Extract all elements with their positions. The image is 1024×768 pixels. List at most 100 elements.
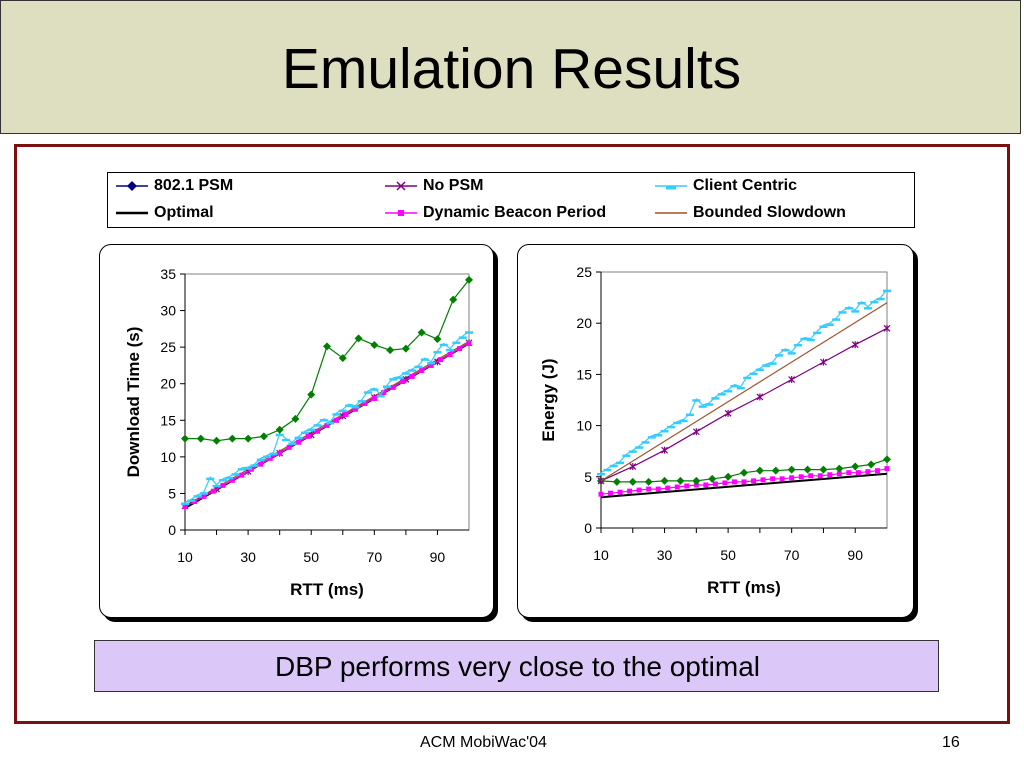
point-dynamic-beacon-period (827, 472, 833, 478)
download-time-chart: 0 5 10 15 20 25 30 35 10 30 50 70 90 RTT (ms) Download… (124, 266, 473, 599)
y-axis-title: Download Time (s) (124, 327, 143, 478)
point-no-psm (756, 393, 764, 401)
x-tick-label: 30 (240, 549, 256, 565)
y-tick-label: 10 (576, 418, 592, 434)
point-dynamic-beacon-period (438, 357, 444, 363)
point-dynamic-beacon-period (760, 477, 766, 483)
point-802-1-psm (291, 414, 300, 423)
point-802-1-psm (338, 354, 347, 363)
point-no-psm (629, 463, 637, 471)
point-no-psm (692, 428, 700, 436)
point-no-psm (820, 358, 827, 366)
point-dynamic-beacon-period (409, 373, 415, 379)
point-dynamic-beacon-period (722, 480, 728, 486)
point-dynamic-beacon-period (466, 340, 472, 346)
legend-label-bounded-slowdown: Bounded Slowdown (693, 204, 846, 221)
y-tick-label: 0 (168, 522, 176, 538)
point-802-1-psm (196, 434, 205, 443)
point-802-1-psm (835, 464, 844, 473)
point-dynamic-beacon-period (779, 476, 785, 482)
point-dynamic-beacon-period (286, 444, 292, 450)
y-tick-label: 25 (576, 264, 592, 280)
legend-swatch-client-centric (655, 185, 687, 190)
x-tick-label: 90 (430, 549, 446, 565)
legend-label-dbp: Dynamic Beacon Period (423, 204, 607, 221)
chart-legend: 802.1 PSM No PSM Client Centric Optimal … (107, 172, 915, 228)
caption-box: DBP performs very close to the optimal (94, 640, 939, 692)
point-dynamic-beacon-period (855, 470, 861, 476)
axes: 0 5 10 15 20 25 10 30 50 70 90 (576, 264, 888, 563)
point-no-psm (883, 324, 891, 332)
point-802-1-psm (370, 340, 379, 349)
point-dynamic-beacon-period (352, 406, 358, 412)
point-dynamic-beacon-period (636, 487, 642, 493)
point-dynamic-beacon-period (210, 488, 216, 494)
x-tick-label: 90 (847, 547, 863, 563)
x-tick-label: 70 (784, 547, 800, 563)
point-dynamic-beacon-period (665, 485, 671, 491)
point-dynamic-beacon-period (182, 504, 188, 510)
download-time-chart-panel: 0 5 10 15 20 25 30 35 10 30 50 70 90 RTT (ms) Download… (99, 244, 494, 618)
x-tick-label: 10 (593, 547, 609, 563)
point-dynamic-beacon-period (239, 472, 245, 478)
point-802-1-psm (433, 335, 442, 344)
series-dynamic-beacon-period (598, 466, 890, 497)
point-802-1-psm (449, 295, 458, 304)
footer-conference: ACM MobiWac'04 (420, 734, 547, 751)
y-tick-label: 30 (160, 303, 176, 319)
point-802-1-psm (851, 462, 860, 471)
point-dynamic-beacon-period (400, 379, 406, 385)
point-802-1-psm (228, 434, 237, 443)
legend-label-client-centric: Client Centric (693, 177, 798, 194)
point-802-1-psm (676, 476, 685, 485)
point-802-1-psm (612, 477, 621, 486)
point-dynamic-beacon-period (362, 400, 368, 406)
caption-text: DBP performs very close to the optimal (274, 651, 760, 682)
point-802-1-psm (724, 472, 733, 481)
point-802-1-psm (771, 466, 780, 475)
plot-area (184, 273, 470, 531)
y-tick-label: 15 (160, 412, 176, 428)
point-802-1-psm (244, 434, 253, 443)
point-dynamic-beacon-period (808, 473, 814, 479)
energy-chart-panel: 0 5 10 15 20 25 10 30 50 70 90 RTT (ms) Energy (J) (517, 244, 914, 618)
point-802-1-psm (401, 344, 410, 353)
point-dynamic-beacon-period (817, 473, 823, 479)
point-dynamic-beacon-period (693, 482, 699, 488)
y-tick-label: 25 (160, 339, 176, 355)
point-802-1-psm (708, 474, 717, 483)
legend-swatch-no-psm (385, 181, 417, 191)
legend-swatch-psm (116, 181, 148, 191)
legend-swatch-dbp (385, 210, 417, 216)
point-dynamic-beacon-period (220, 482, 226, 488)
point-802-1-psm (307, 390, 316, 399)
point-dynamic-beacon-period (608, 490, 614, 496)
y-axis-title: Energy (J) (539, 358, 558, 441)
point-dynamic-beacon-period (674, 484, 680, 490)
page-number: 16 (942, 734, 960, 751)
point-dynamic-beacon-period (884, 466, 890, 472)
point-no-psm (851, 341, 859, 349)
point-802-1-psm (628, 477, 637, 486)
point-dynamic-beacon-period (684, 483, 690, 489)
point-dynamic-beacon-period (315, 428, 321, 434)
axes: 0 5 10 15 20 25 30 35 10 30 50 70 90 (160, 266, 470, 565)
series-dynamic-beacon-period (182, 340, 472, 510)
line-bounded-slowdown (600, 302, 888, 482)
point-802-1-psm (755, 466, 764, 475)
series-client-centric (181, 330, 473, 505)
point-802-1-psm (787, 465, 796, 474)
point-802-1-psm (740, 468, 748, 477)
point-dynamic-beacon-period (381, 389, 387, 395)
x-tick-label: 70 (367, 549, 383, 565)
point-dynamic-beacon-period (770, 476, 776, 482)
point-802-1-psm (354, 334, 363, 343)
point-802-1-psm (692, 476, 701, 485)
line-client-centric (184, 330, 470, 503)
y-tick-label: 5 (168, 485, 176, 501)
x-tick-label: 10 (177, 549, 193, 565)
x-axis-title: RTT (ms) (290, 580, 364, 599)
y-tick-label: 20 (160, 376, 176, 392)
line-client-centric (600, 289, 888, 474)
point-dynamic-beacon-period (703, 482, 709, 488)
